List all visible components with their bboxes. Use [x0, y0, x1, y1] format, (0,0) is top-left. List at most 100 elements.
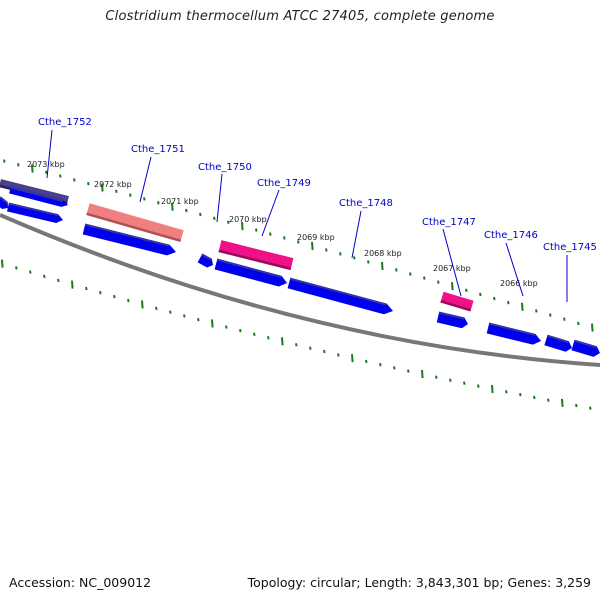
tick-mark: [423, 276, 426, 280]
tick-mark: [183, 314, 186, 318]
gene-arrow: [0, 196, 8, 210]
gene-label: Cthe_1745: [543, 242, 597, 253]
gene-leader-line: [505, 242, 524, 297]
tick-mark: [549, 313, 552, 317]
tick-mark: [99, 290, 102, 295]
tick-mark: [435, 375, 438, 379]
tick-mark: [239, 328, 242, 333]
gene-label: Cthe_1746: [484, 230, 538, 241]
tick-mark: [533, 395, 536, 400]
gene-leader-line: [351, 210, 362, 259]
tick-mark: [589, 406, 592, 410]
tick-mark: [127, 298, 130, 303]
tick-mark: [31, 164, 34, 173]
tick-mark: [409, 272, 412, 276]
kbp-label: 2070 kbp: [229, 215, 267, 224]
tick-mark: [199, 212, 202, 217]
tick-mark: [295, 343, 298, 347]
gene-leader-line: [46, 129, 53, 179]
tick-mark: [43, 274, 46, 278]
gene-block-highlight: [86, 203, 184, 243]
tick-mark: [141, 300, 144, 309]
tick-mark: [241, 222, 244, 231]
gene-label: Cthe_1752: [38, 117, 92, 128]
tick-mark: [169, 310, 172, 314]
inner-tick-track: [1, 259, 592, 410]
tick-mark: [269, 232, 272, 236]
tick-mark: [297, 240, 300, 244]
tick-mark: [449, 378, 452, 382]
tick-mark: [591, 323, 594, 332]
tick-mark: [171, 202, 174, 211]
gene-block-highlight: [440, 291, 474, 312]
tick-mark: [337, 353, 340, 357]
tick-mark: [493, 296, 496, 301]
tick-mark: [491, 384, 494, 394]
tick-mark: [113, 294, 116, 299]
tick-mark: [185, 208, 188, 213]
tick-mark: [365, 359, 368, 364]
kbp-label: 2069 kbp: [297, 233, 335, 242]
gene-arrow: [436, 311, 468, 329]
kbp-label: 2072 kbp: [94, 180, 132, 189]
tick-mark: [311, 241, 314, 250]
tick-mark: [253, 332, 256, 336]
tick-mark: [17, 163, 20, 167]
gene-arrow: [486, 322, 541, 345]
tick-mark: [421, 370, 424, 379]
tick-mark: [547, 398, 550, 402]
tick-mark: [351, 354, 354, 363]
gene-leader-line: [216, 173, 223, 223]
kbp-label: 2073 kbp: [27, 160, 65, 169]
feature-track: [0, 179, 600, 357]
tick-mark: [563, 317, 566, 321]
tick-mark: [465, 288, 468, 292]
gene-block-highlight: [218, 240, 294, 271]
outer-tick-track: [3, 159, 594, 332]
gene-label: Cthe_1747: [422, 217, 476, 228]
accession-text: Accession: NC_009012: [9, 575, 152, 590]
tick-mark: [463, 381, 466, 385]
tick-mark: [451, 282, 454, 291]
gene-label: Cthe_1750: [198, 162, 252, 173]
tick-mark: [71, 280, 74, 289]
tick-mark: [561, 398, 564, 407]
tick-mark: [437, 280, 440, 284]
genome-backbone: [0, 213, 600, 367]
tick-mark: [85, 286, 88, 291]
tick-mark: [353, 256, 356, 260]
tick-mark: [479, 292, 482, 297]
page-title: Clostridium thermocellum ATCC 27405, com…: [105, 9, 495, 24]
tick-mark: [577, 321, 580, 326]
gene-label: Cthe_1751: [131, 144, 185, 155]
tick-mark: [519, 392, 522, 397]
tick-mark: [521, 302, 524, 311]
tick-mark: [339, 252, 342, 256]
tick-mark: [381, 261, 384, 270]
tick-mark: [157, 201, 160, 205]
tick-mark: [57, 278, 60, 283]
gene-arrow: [214, 258, 287, 287]
gene-arrow: [197, 253, 213, 268]
tick-mark: [213, 216, 216, 221]
genome-summary-text: Topology: circular; Length: 3,843,301 bp…: [247, 575, 591, 590]
gene-leader-line: [139, 156, 152, 203]
tick-mark: [507, 300, 510, 305]
tick-mark: [535, 309, 538, 313]
kbp-label: 2068 kbp: [364, 249, 402, 258]
gene-arrow: [6, 202, 63, 223]
tick-mark: [407, 369, 410, 373]
gene-arrow: [544, 334, 572, 352]
tick-mark: [225, 325, 228, 329]
gene-arrow: [287, 277, 393, 315]
tick-mark: [227, 220, 230, 224]
tick-mark: [575, 403, 578, 408]
tick-mark: [15, 266, 18, 270]
gene-label-group: Cthe_1752 Cthe_1751 Cthe_1750 Cthe_1749 Cthe…: [38, 117, 597, 302]
tick-mark: [395, 268, 398, 272]
tick-mark: [309, 346, 312, 350]
tick-mark: [325, 248, 328, 252]
gene-arrow: [571, 339, 600, 357]
kbp-label: 2071 kbp: [161, 197, 199, 206]
